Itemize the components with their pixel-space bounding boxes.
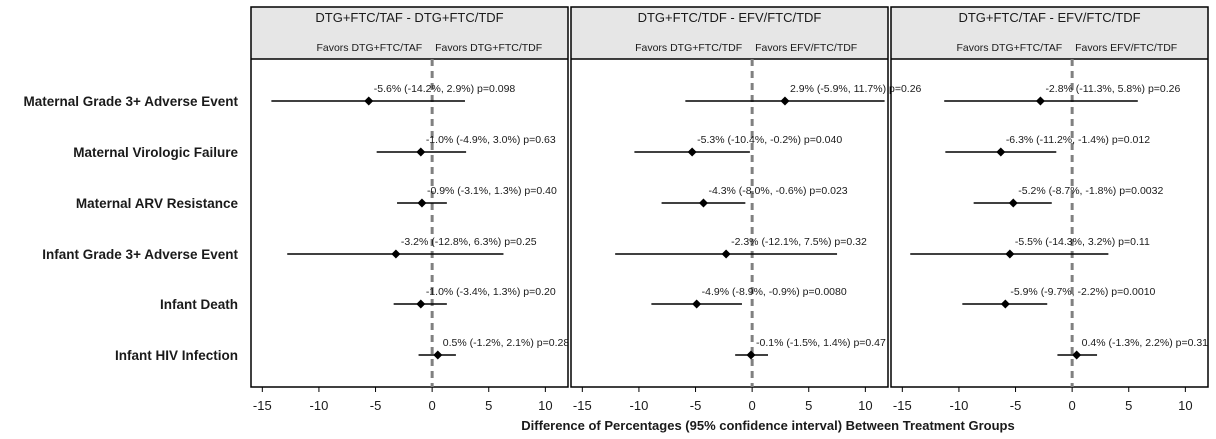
tick-label: -10 bbox=[310, 398, 329, 413]
estimate-label: -5.5% (-14.3%, 3.2%) p=0.11 bbox=[1015, 236, 1150, 248]
point-estimate bbox=[364, 96, 374, 106]
panel-title: DTG+FTC/TAF - EFV/FTC/TDF bbox=[958, 10, 1140, 25]
tick-label: 5 bbox=[1125, 398, 1132, 413]
point-estimate bbox=[391, 249, 401, 259]
favors-right-label: Favors DTG+FTC/TDF bbox=[435, 42, 542, 54]
row-label: Infant Death bbox=[160, 297, 238, 312]
point-estimate bbox=[433, 350, 443, 360]
panel-header bbox=[891, 7, 1208, 59]
estimate-label: -5.9% (-9.7%, -2.2%) p=0.0010 bbox=[1010, 286, 1155, 298]
panel: DTG+FTC/TAF - DTG+FTC/TDF Favors DTG+FTC/… bbox=[250, 6, 570, 413]
point-estimate bbox=[698, 198, 708, 208]
panel-title: DTG+FTC/TDF - EFV/FTC/TDF bbox=[638, 10, 822, 25]
point-estimate bbox=[1005, 249, 1015, 259]
favors-right-label: Favors EFV/FTC/TDF bbox=[1075, 42, 1177, 54]
point-estimate bbox=[416, 147, 426, 157]
tick-label: 10 bbox=[858, 398, 872, 413]
tick-label: 10 bbox=[538, 398, 552, 413]
estimate-label: -5.2% (-8.7%, -1.8%) p=0.0032 bbox=[1018, 185, 1163, 197]
panel-frame bbox=[890, 6, 1209, 388]
estimate-label: 0.5% (-1.2%, 2.1%) p=0.28 bbox=[443, 337, 570, 349]
panel-frame bbox=[570, 6, 889, 388]
point-estimate bbox=[1008, 198, 1018, 208]
favors-left-label: Favors DTG+FTC/TDF bbox=[635, 42, 742, 54]
favors-left-label: Favors DTG+FTC/TAF bbox=[956, 42, 1062, 54]
row-label: Infant HIV Infection bbox=[115, 348, 238, 363]
estimate-label: -0.1% (-1.5%, 1.4%) p=0.47 bbox=[756, 337, 886, 349]
point-estimate bbox=[692, 299, 702, 309]
panel-title: DTG+FTC/TAF - DTG+FTC/TDF bbox=[315, 10, 503, 25]
tick-label: 0 bbox=[429, 398, 436, 413]
favors-right-label: Favors EFV/FTC/TDF bbox=[755, 42, 857, 54]
estimate-label: -5.6% (-14.2%, 2.9%) p=0.098 bbox=[374, 83, 516, 95]
tick-label: -5 bbox=[370, 398, 382, 413]
panels: DTG+FTC/TAF - DTG+FTC/TDF Favors DTG+FTC/… bbox=[250, 6, 1209, 413]
point-estimate bbox=[780, 96, 790, 106]
tick-label: -5 bbox=[1010, 398, 1022, 413]
estimate-label: 0.4% (-1.3%, 2.2%) p=0.31 bbox=[1082, 337, 1209, 349]
panel-header bbox=[571, 7, 888, 59]
tick-label: -10 bbox=[950, 398, 969, 413]
point-estimate bbox=[721, 249, 731, 259]
estimate-label: -2.3% (-12.1%, 7.5%) p=0.32 bbox=[731, 236, 867, 248]
row-label: Maternal Grade 3+ Adverse Event bbox=[24, 94, 239, 109]
row-label: Infant Grade 3+ Adverse Event bbox=[42, 247, 238, 262]
point-estimate bbox=[687, 147, 697, 157]
estimate-label: -4.9% (-8.9%, -0.9%) p=0.0080 bbox=[702, 286, 847, 298]
estimate-label: -6.3% (-11.2%, -1.4%) p=0.012 bbox=[1006, 134, 1150, 146]
estimate-label: -5.3% (-10.4%, -0.2%) p=0.040 bbox=[697, 134, 842, 146]
estimate-label: -2.8% (-11.3%, 5.8%) p=0.26 bbox=[1045, 83, 1180, 95]
tick-label: -15 bbox=[253, 398, 272, 413]
panel-frame bbox=[250, 6, 569, 388]
tick-label: -15 bbox=[573, 398, 592, 413]
estimate-label: -1.0% (-4.9%, 3.0%) p=0.63 bbox=[426, 134, 556, 146]
panel: DTG+FTC/TAF - EFV/FTC/TDF Favors DTG+FTC/… bbox=[890, 6, 1209, 413]
tick-label: -10 bbox=[630, 398, 649, 413]
row-label: Maternal ARV Resistance bbox=[76, 196, 239, 211]
tick-label: 5 bbox=[805, 398, 812, 413]
tick-label: -5 bbox=[690, 398, 702, 413]
estimate-label: -3.2% (-12.8%, 6.3%) p=0.25 bbox=[401, 236, 537, 248]
favors-left-label: Favors DTG+FTC/TAF bbox=[316, 42, 422, 54]
point-estimate bbox=[1072, 350, 1082, 360]
panel-header bbox=[251, 7, 568, 59]
point-estimate bbox=[996, 147, 1006, 157]
point-estimate bbox=[746, 350, 756, 360]
panel: DTG+FTC/TDF - EFV/FTC/TDF Favors DTG+FTC/… bbox=[570, 6, 922, 413]
row-label: Maternal Virologic Failure bbox=[73, 145, 238, 160]
point-estimate bbox=[416, 299, 426, 309]
tick-label: 10 bbox=[1178, 398, 1192, 413]
tick-label: 0 bbox=[749, 398, 756, 413]
row-labels: Maternal Grade 3+ Adverse Event Maternal … bbox=[24, 94, 239, 363]
estimate-label: -1.0% (-3.4%, 1.3%) p=0.20 bbox=[426, 286, 556, 298]
estimate-label: -0.9% (-3.1%, 1.3%) p=0.40 bbox=[427, 185, 557, 197]
tick-label: -15 bbox=[893, 398, 912, 413]
tick-label: 0 bbox=[1069, 398, 1076, 413]
point-estimate bbox=[417, 198, 427, 208]
x-axis-label: Difference of Percentages (95% confidenc… bbox=[521, 418, 1014, 433]
estimate-label: -4.3% (-8.0%, -0.6%) p=0.023 bbox=[708, 185, 847, 197]
tick-label: 5 bbox=[485, 398, 492, 413]
estimate-label: 2.9% (-5.9%, 11.7%) p=0.26 bbox=[790, 83, 922, 95]
point-estimate bbox=[1000, 299, 1010, 309]
point-estimate bbox=[1035, 96, 1045, 106]
